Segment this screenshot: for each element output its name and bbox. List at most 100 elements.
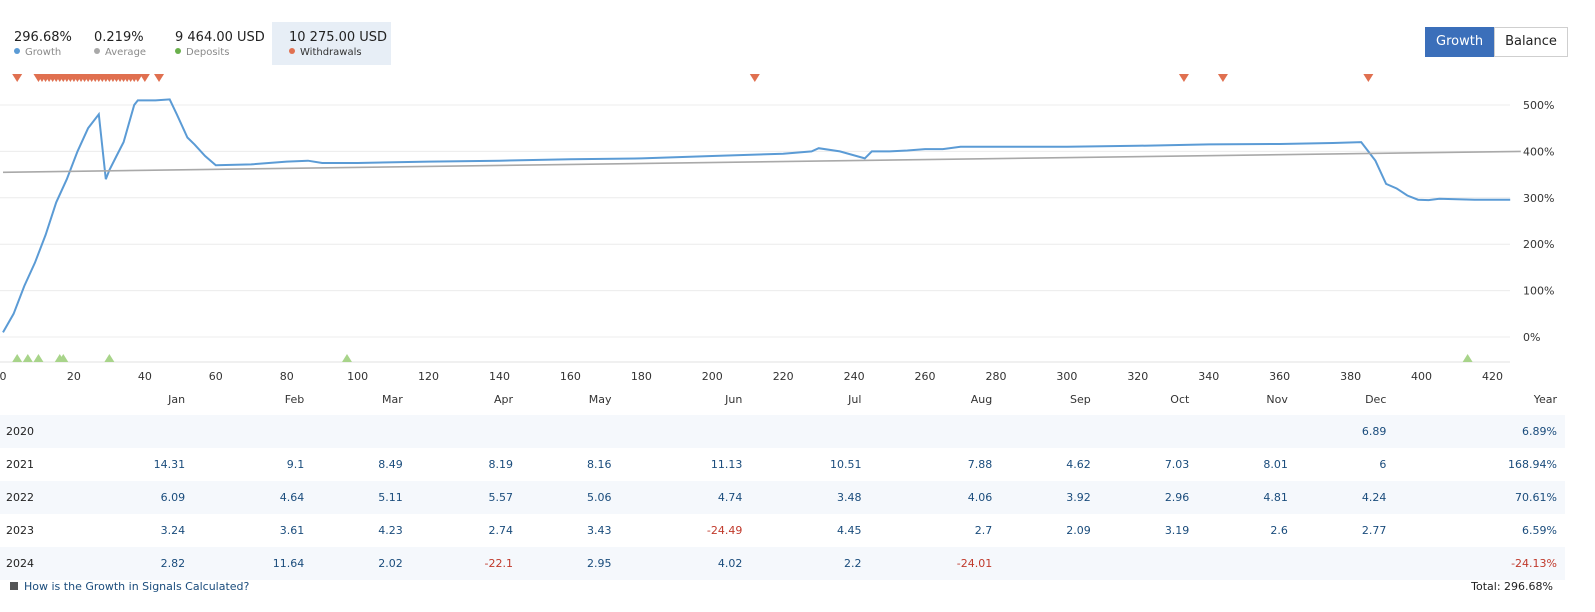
header-jan: Jan [168, 392, 186, 406]
x-tick-label: 280 [985, 370, 1006, 383]
table-row: 2021 14.31 9.1 8.49 8.19 8.16 11.13 10.51 7.88 4.… [0, 448, 1565, 481]
month-cell: 2.7 [974, 524, 993, 537]
month-cell: 8.16 [587, 458, 612, 471]
growth-line [2, 98, 1511, 333]
header-oct: Oct [1170, 392, 1190, 406]
x-tick-label: 60 [209, 370, 223, 383]
month-cell [1295, 547, 1395, 580]
growth-dot-icon [14, 48, 20, 54]
month-cell: 7.03 [1164, 458, 1190, 471]
x-tick-label: 260 [915, 370, 936, 383]
month-cell: 3.43 [587, 524, 612, 537]
month-cell: 2.74 [488, 524, 514, 537]
month-cell: 2.02 [312, 547, 411, 580]
month-cell [74, 415, 194, 448]
row-year-total: -24.13% [1394, 547, 1565, 580]
x-tick-label: 180 [631, 370, 652, 383]
month-cell: 5.06 [521, 481, 620, 514]
table-header-year [0, 383, 74, 415]
table-row: 2023 3.24 3.61 4.23 2.74 3.43 -24.49 4.45 2.7 2.0… [0, 514, 1565, 547]
growth-chart: 0% 100% 200% 300% 400% 500% 0 20 40 60 80 100 120 140… [0, 74, 1554, 383]
x-tick-label: 320 [1127, 370, 1148, 383]
stat-growth-label: Growth [25, 47, 62, 58]
growth-calculation-link[interactable]: How is the Growth in Signals Calculated? [10, 580, 249, 593]
row-year: 2024 [0, 547, 74, 580]
table-header-row: Jan Feb Mar Apr May Jun Jul Aug Sep Oct … [0, 383, 1565, 415]
month-cell [410, 415, 521, 448]
month-cell: 8.01 [1263, 458, 1288, 471]
stat-average[interactable]: 0.219% Average [94, 22, 164, 65]
stat-withdrawals-label: Withdrawals [300, 47, 362, 58]
stat-average-value: 0.219% [94, 30, 144, 45]
month-cell: 4.23 [378, 524, 403, 537]
withdrawal-marker [12, 74, 23, 82]
x-tick-label: 140 [489, 370, 510, 383]
month-cell: 6 [1379, 458, 1387, 471]
row-year-total: 70.61% [1394, 481, 1565, 514]
header-mar: Mar [382, 392, 403, 406]
x-tick-label: 300 [1056, 370, 1077, 383]
month-cell: 2.82 [74, 547, 194, 580]
month-cell: 4.45 [836, 524, 862, 537]
y-tick-label: 0% [1523, 331, 1540, 344]
growth-calculation-link-text: How is the Growth in Signals Calculated? [24, 580, 250, 593]
deposit-marker [12, 354, 23, 362]
x-tick-label: 120 [418, 370, 439, 383]
month-cell: 3.92 [1000, 481, 1099, 514]
month-cell: 4.74 [619, 481, 751, 514]
month-cell: 14.31 [153, 458, 186, 471]
header-aug: Aug [970, 392, 993, 406]
withdrawal-marker [139, 74, 150, 82]
deposit-marker [58, 354, 69, 362]
balance-button[interactable]: Balance [1494, 27, 1568, 57]
growth-button[interactable]: Growth [1425, 27, 1495, 57]
x-tick-label: 0 [0, 370, 7, 383]
row-year-total: 168.94% [1508, 458, 1557, 471]
x-tick-label: 380 [1340, 370, 1361, 383]
deposit-marker [33, 354, 44, 362]
stat-growth[interactable]: 296.68% Growth [14, 22, 84, 65]
stat-withdrawals[interactable]: 10 275.00 USD Withdrawals [272, 22, 391, 65]
month-cell [750, 415, 870, 448]
month-cell: 4.24 [1295, 481, 1395, 514]
average-dot-icon [94, 48, 100, 54]
month-cell: 7.88 [967, 458, 993, 471]
month-cell [619, 415, 751, 448]
deposit-marker [1462, 354, 1473, 362]
header-jun: Jun [725, 392, 743, 406]
withdrawal-marker [749, 74, 760, 82]
month-cell: 4.81 [1197, 481, 1296, 514]
withdrawal-marker [154, 74, 165, 82]
header-feb: Feb [284, 392, 305, 406]
help-icon [10, 582, 18, 590]
month-cell: 11.13 [710, 458, 743, 471]
row-year: 2020 [0, 415, 74, 448]
x-tick-label: 400 [1411, 370, 1432, 383]
stat-deposits[interactable]: 9 464.00 USD Deposits [175, 22, 265, 65]
month-cell: 6.89 [1295, 415, 1395, 448]
x-tick-label: 340 [1198, 370, 1219, 383]
y-tick-label: 400% [1523, 145, 1554, 158]
month-cell [1000, 415, 1099, 448]
month-cell [1000, 547, 1099, 580]
x-tick-label: 200 [702, 370, 723, 383]
x-tick-label: 420 [1482, 370, 1503, 383]
table-row: 2020 6.89 6.89% [0, 415, 1565, 448]
stat-growth-value: 296.68% [14, 30, 72, 45]
month-cell: 5.11 [312, 481, 411, 514]
header-nov: Nov [1266, 392, 1288, 406]
month-cell: 3.24 [160, 524, 186, 537]
chart-mode-toggle: Growth Balance [1425, 27, 1568, 57]
month-cell: 3.19 [1164, 524, 1190, 537]
month-cell: 4.62 [1066, 458, 1091, 471]
deposit-marker [22, 354, 33, 362]
header-sep: Sep [1070, 392, 1091, 406]
table-row: 2022 6.09 4.64 5.11 5.57 5.06 4.74 3.48 4.06 3.92… [0, 481, 1565, 514]
month-cell: 3.48 [750, 481, 870, 514]
x-tick-label: 360 [1269, 370, 1290, 383]
month-cell: 11.64 [193, 547, 313, 580]
deposits-dot-icon [175, 48, 181, 54]
header-apr: Apr [493, 392, 513, 406]
month-cell [521, 415, 620, 448]
month-cell: 2.95 [521, 547, 620, 580]
